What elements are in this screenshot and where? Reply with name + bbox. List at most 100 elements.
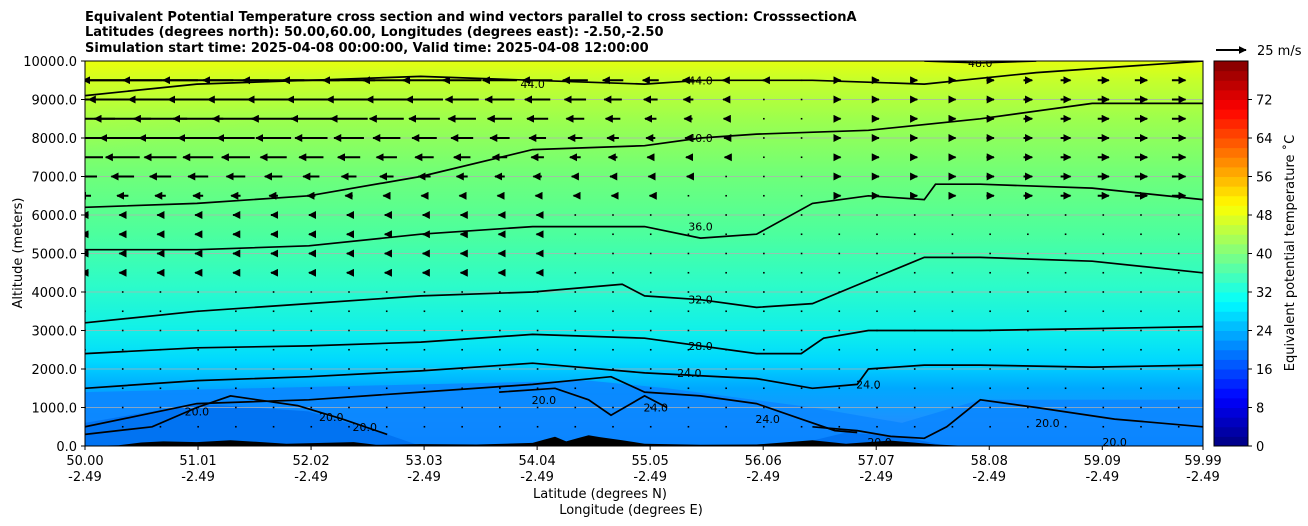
wind-vector [310,310,313,313]
wind-vector [1102,291,1105,293]
wind-vector [951,252,954,255]
wind-vector [1027,291,1029,293]
colorbar-segment [1214,320,1248,331]
wind-vector [800,425,803,428]
wind-vector [1102,252,1105,255]
wind-vector [1140,252,1142,255]
x-axis-label-longitude: Longitude (degrees E) [559,503,703,518]
wind-vector [159,368,162,370]
y-tick-label: 4000.0 [32,286,78,301]
colorbar-segment [1214,397,1248,408]
wind-vector [1027,271,1029,274]
colorbar-segment [1214,147,1248,158]
colorbar-segment [1214,349,1248,360]
wind-vector [763,387,765,390]
wind-vector [272,310,275,313]
wind-vector [838,368,841,370]
wind-vector [989,271,991,274]
colorbar-segment [1214,89,1248,100]
wind-vector [1140,425,1142,428]
contour-label: 20.0 [319,411,344,424]
contour-line [85,183,1203,251]
wind-vector [423,425,426,428]
wind-vector [838,406,841,409]
wind-vector [1102,310,1105,313]
colorbar-segment [1214,138,1248,149]
colorbar-tick-label: 40 [1256,248,1273,263]
contour-label: 28.0 [688,340,713,353]
wind-vector [385,406,388,409]
wind-vector [763,291,765,293]
wind-vector [1027,387,1029,390]
wind-vector [159,387,162,390]
wind-vector [348,368,350,370]
wind-vector [423,368,426,370]
wind-vector [612,425,614,428]
wind-vector [461,291,463,293]
contour-line [924,61,1037,64]
terrain [85,435,970,446]
wind-vector [536,348,539,351]
low-theta-region [85,403,421,446]
wind-vector [536,310,539,313]
wind-vector [348,387,350,390]
wind-vector [574,291,577,293]
wind-vector [649,233,652,236]
wind-vector [763,368,765,370]
colorbar-segment [1214,176,1248,187]
colorbar-tick-label: 72 [1256,94,1273,109]
wind-vector [461,425,463,428]
wind-vector [725,194,727,197]
wind-vector [1102,348,1105,351]
wind-vector [423,329,426,332]
wind-vector [1064,214,1067,216]
colorbar-segment [1214,378,1248,389]
wind-vector [800,98,803,101]
wind-vector [763,271,765,274]
wind-vector [612,406,614,409]
y-tick-label: 2000.0 [32,363,78,378]
wind-vector [763,406,765,409]
wind-vector [574,329,577,332]
wind-vector [763,348,765,351]
wind-vector [763,156,765,159]
wind-vector [1064,310,1067,313]
wind-vector [159,406,162,409]
wind-vector [687,194,690,197]
wind-vector [197,329,199,332]
colorbar-segment [1214,80,1248,91]
wind-vector [423,406,426,409]
wind-vector [951,406,954,409]
wind-vector [1177,310,1180,313]
wind-vector [612,387,614,390]
wind-vector [385,329,388,332]
colorbar-segment [1214,388,1248,399]
wind-vector [1102,406,1105,409]
contour-label: 24.0 [856,378,881,391]
wind-vector [385,291,388,293]
wind-vector [1140,271,1142,274]
wind-vector [1064,425,1067,428]
wind-vector [121,310,124,313]
colorbar-tick-label: 24 [1256,325,1273,340]
contour-label: 20.0 [353,421,378,434]
wind-vector [612,271,614,274]
wind-vector [1140,214,1142,216]
wind-vector [876,348,878,351]
wind-vector [687,310,690,313]
wind-vector [1102,425,1105,428]
wind-vector [536,329,539,332]
x-axis: 50.00-2.4951.01-2.4952.02-2.4953.03-2.49… [66,446,1222,485]
wind-vector [1027,310,1029,313]
wind-vector [235,406,237,409]
wind-vector [272,368,275,370]
wind-vector [913,406,916,409]
wind-vector [800,252,803,255]
wind-vector [838,425,841,428]
colorbar-segment [1214,272,1248,283]
contour-line [812,398,1203,440]
x-tick-label-lon: -2.49 [633,470,667,485]
colorbar-tick-label: 64 [1256,132,1273,147]
wind-vector [687,252,690,255]
